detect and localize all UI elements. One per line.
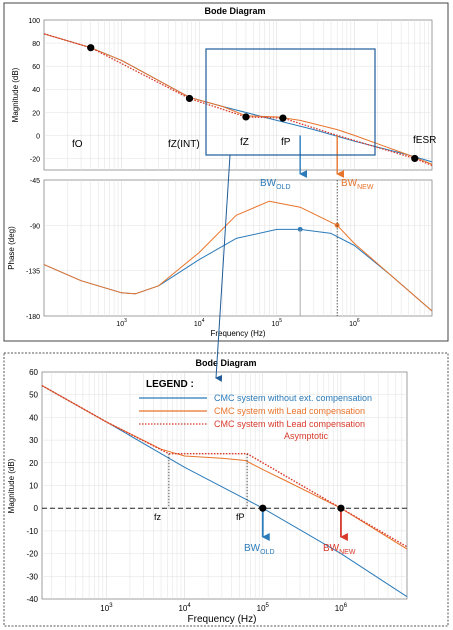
zoom-region-box: [205, 48, 376, 156]
y-tick-label: 80: [32, 41, 40, 48]
y-tick-label: -90: [30, 223, 40, 230]
x-tick-label: 104: [178, 603, 191, 613]
magnitude-marker-point: [242, 113, 250, 121]
top-x-axis-label: Frequency (Hz): [210, 329, 265, 338]
phase-y-axis-label: Phase (deg): [7, 226, 16, 270]
y-tick-label: 60: [29, 368, 38, 377]
magnitude-y-ticks: -20 0 20 40 60 80 100: [28, 18, 40, 163]
y-tick-label: 10: [29, 482, 38, 491]
y-tick-label: -45: [30, 178, 40, 185]
phase-curves: [43, 180, 433, 316]
magnitude-marker-point: [185, 94, 194, 103]
bottom-y-axis-label: Magnitude (dB): [7, 458, 16, 513]
y-tick-label: 100: [28, 18, 40, 25]
y-tick-label: -20: [30, 156, 40, 163]
legend-title: LEGEND :: [146, 379, 194, 390]
y-tick-label: 40: [32, 87, 40, 94]
label-f0: fO: [72, 139, 83, 150]
bottom-bw-old-point: [259, 504, 267, 512]
phase-y-ticks: -45 -90 -135 -180: [26, 178, 40, 321]
y-tick-label: 20: [32, 110, 40, 117]
bottom-grid: [42, 372, 407, 599]
bottom-bw-old-label: BWOLD: [244, 543, 275, 556]
top-bw-old-label: BWOLD: [260, 178, 291, 191]
label-fesr: fESR: [413, 135, 436, 146]
magnitude-series-red: [43, 33, 433, 167]
bottom-y-ticks: -40 -30 -20 -10 0 10 20 30 40 50 60: [26, 368, 38, 604]
y-tick-label: 0: [34, 504, 39, 513]
magnitude-marker-point: [411, 154, 419, 163]
y-tick-label: 20: [29, 459, 38, 468]
top-figure: Bode Diagram -20 0 20 40 60 80 100 Magnitude (…: [3, 2, 449, 342]
y-tick-label: 50: [29, 391, 38, 400]
bottom-bw-new-point: [337, 504, 345, 512]
label-fz: fZ: [240, 137, 249, 148]
x-tick-label: 103: [100, 603, 113, 613]
bottom-series-red: [41, 384, 408, 548]
bottom-figure-title: Bode Diagram: [195, 358, 256, 368]
y-tick-label: -40: [26, 595, 38, 604]
x-tick-label: 106: [335, 603, 348, 613]
bottom-curves: [41, 384, 408, 598]
x-tick-label: 105: [257, 603, 270, 613]
top-figure-frame: [3, 2, 449, 342]
y-tick-label: -20: [26, 550, 38, 559]
bottom-label-fp: fP: [236, 512, 245, 522]
x-tick-label: 103: [116, 318, 127, 328]
magnitude-series-orange: [43, 33, 433, 165]
y-tick-label: 60: [32, 64, 40, 71]
bottom-figure-frame: [3, 352, 449, 627]
y-tick-label: -180: [26, 314, 40, 321]
label-fp: fP: [281, 137, 291, 148]
x-tick-label: 104: [194, 318, 205, 328]
legend-entry-2: CMC system with Lead compensation: [214, 406, 365, 416]
y-tick-label: 40: [29, 413, 38, 422]
top-figure-title: Bode Diagram: [204, 6, 265, 16]
label-fz-int: fZ(INT): [168, 139, 200, 150]
phase-panel: [43, 179, 433, 317]
magnitude-marker-point: [279, 114, 287, 122]
magnitude-marker-point: [87, 44, 95, 52]
phase-series-orange: [43, 200, 433, 312]
top-bw-new-label: BWNEW: [341, 178, 374, 191]
legend: LEGEND : CMC system without ext. compens…: [139, 379, 372, 441]
y-tick-label: -30: [26, 572, 38, 581]
magnitude-panel: [43, 19, 433, 171]
x-tick-label: 105: [272, 318, 283, 328]
bottom-x-axis-label: Frequency (Hz): [188, 614, 257, 625]
magnitude-curves: [43, 33, 433, 178]
phase-grid: [44, 180, 432, 316]
legend-entry-3b: Asymptotic: [284, 431, 329, 441]
x-tick-label: 106: [349, 318, 360, 328]
bottom-label-fz: fz: [154, 512, 162, 522]
bottom-bw-new-label: BWNEW: [323, 543, 356, 556]
top-x-ticks: 103 104 105 106: [116, 318, 360, 328]
magnitude-y-axis-label: Magnitude (dB): [11, 67, 20, 122]
zoom-connector-arrow: [215, 154, 231, 382]
legend-entry-3: CMC system with Lead compensation: [214, 419, 365, 429]
y-tick-label: -10: [26, 527, 38, 536]
y-tick-label: -135: [26, 269, 40, 276]
y-tick-label: 0: [36, 133, 40, 140]
legend-entry-1: CMC system without ext. compensation: [214, 393, 372, 403]
bottom-figure: Bode Diagram -40 -30 -20 -10 0 10 20 30 40 50 60 1…: [3, 352, 449, 627]
bottom-x-ticks: 103 104 105 106: [100, 603, 347, 613]
y-tick-label: 30: [29, 436, 38, 445]
bottom-series-orange: [41, 385, 408, 550]
magnitude-grid: [44, 20, 432, 170]
